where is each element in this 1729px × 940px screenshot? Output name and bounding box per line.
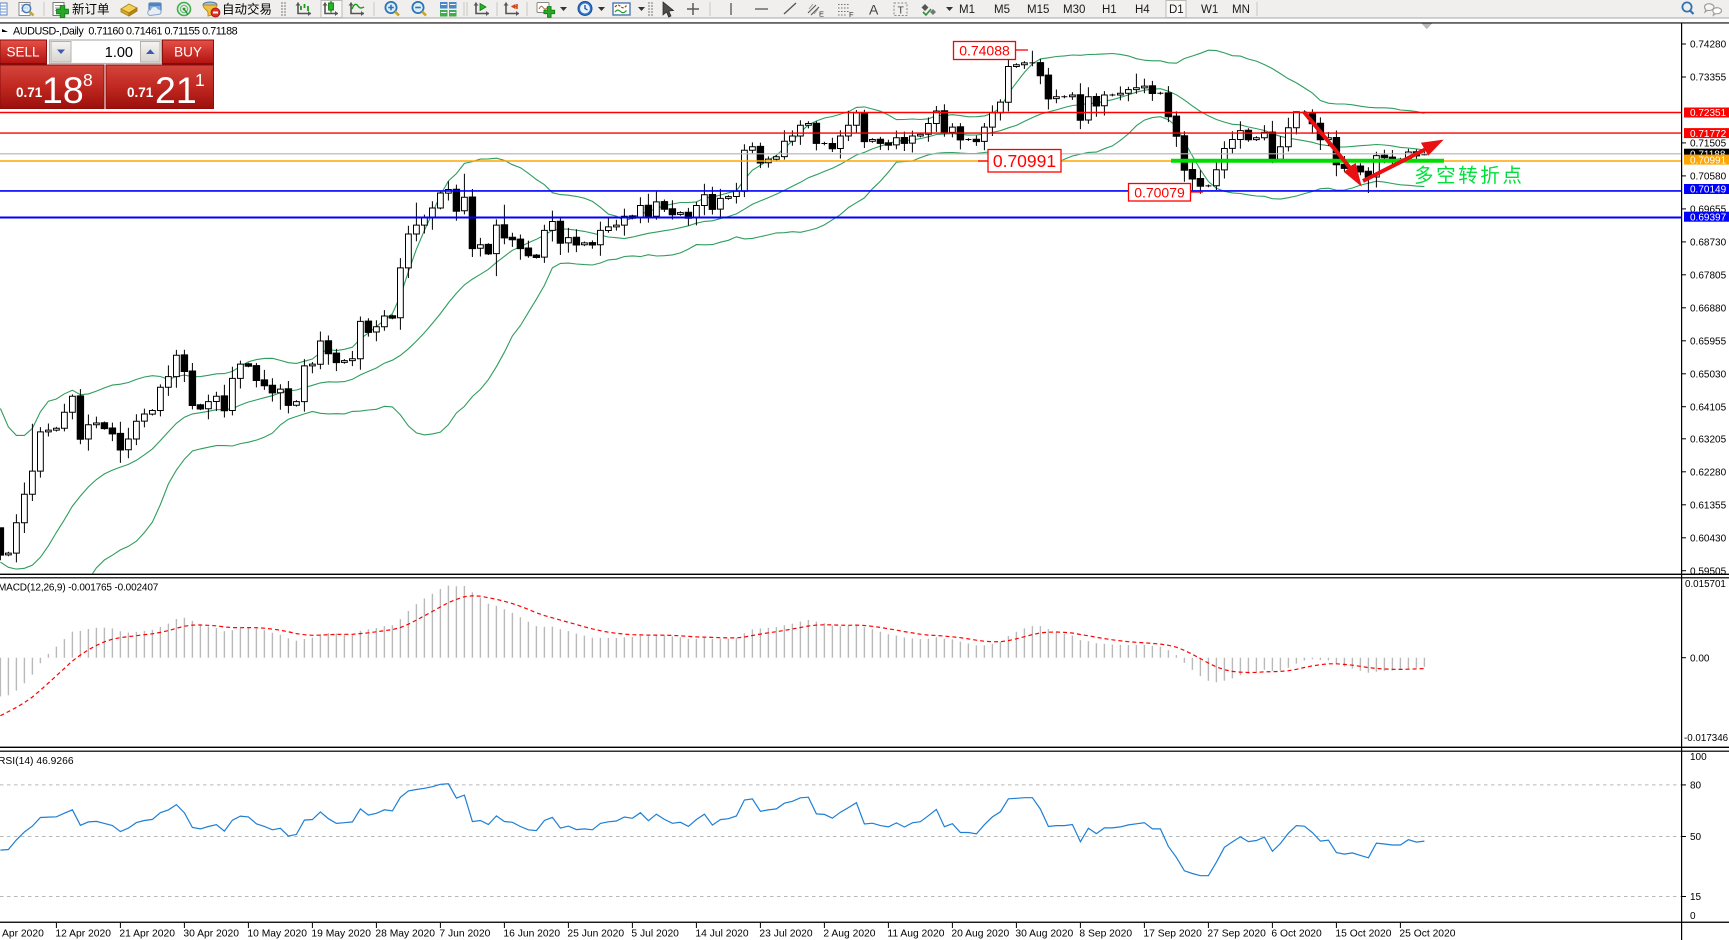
svg-text:28 May 2020: 28 May 2020 [375,929,435,940]
svg-text:H1: H1 [1102,4,1117,16]
svg-text:30 Apr 2020: 30 Apr 2020 [183,929,239,940]
svg-text:0.70991: 0.70991 [993,151,1056,171]
svg-text:15: 15 [1690,892,1702,903]
svg-text:0.65955: 0.65955 [1690,337,1727,348]
svg-text:-0.017346: -0.017346 [1684,733,1729,744]
svg-text:MN: MN [1232,4,1250,16]
svg-text:0.71: 0.71 [16,85,43,100]
svg-text:21: 21 [155,69,197,111]
svg-text:7 Jun 2020: 7 Jun 2020 [439,929,490,940]
svg-text:MACD(12,26,9) -0.001765 -0.002: MACD(12,26,9) -0.001765 -0.002407 [0,583,159,594]
svg-text:F: F [849,10,854,19]
svg-text:0.00: 0.00 [1690,653,1710,664]
svg-text:30 Aug 2020: 30 Aug 2020 [1015,929,1073,940]
svg-text:0.70079: 0.70079 [1134,184,1185,200]
svg-text:8: 8 [83,70,93,90]
svg-text:23 Jul 2020: 23 Jul 2020 [759,929,813,940]
svg-text:15 Oct 2020: 15 Oct 2020 [1335,929,1391,940]
svg-text:M30: M30 [1063,4,1085,16]
svg-text:100: 100 [1690,752,1707,763]
svg-text:M5: M5 [994,4,1010,16]
svg-text:0.015701: 0.015701 [1685,579,1726,590]
svg-text:0.70991: 0.70991 [1690,155,1727,166]
svg-text:自动交易: 自动交易 [222,2,272,17]
svg-text:0.71505: 0.71505 [1690,139,1727,150]
svg-text:21 Apr 2020: 21 Apr 2020 [119,929,175,940]
svg-text:8 Sep 2020: 8 Sep 2020 [1079,929,1132,940]
svg-text:0.61355: 0.61355 [1690,501,1727,512]
svg-text:M1: M1 [959,4,975,16]
svg-text:E: E [819,10,824,19]
svg-text:AUDUSD-,Daily 0.71160 0.71461: AUDUSD-,Daily 0.71160 0.71461 0.71155 0.… [13,26,238,38]
svg-text:18: 18 [42,69,84,111]
svg-text:新订单: 新订单 [72,2,110,17]
svg-text:5 Jul 2020: 5 Jul 2020 [631,929,679,940]
svg-text:17 Sep 2020: 17 Sep 2020 [1143,929,1202,940]
svg-text:0.67805: 0.67805 [1690,271,1727,282]
svg-text:BUY: BUY [174,45,202,60]
svg-text:1.00: 1.00 [105,45,133,61]
svg-text:0.68730: 0.68730 [1690,238,1727,249]
svg-text:M15: M15 [1027,4,1049,16]
svg-text:0.59505: 0.59505 [1690,566,1727,577]
svg-text:多空转折点: 多空转折点 [1414,165,1525,187]
svg-text:11 Aug 2020: 11 Aug 2020 [887,929,944,940]
svg-text:RSI(14) 46.9266: RSI(14) 46.9266 [0,756,74,767]
svg-text:0: 0 [1690,911,1696,922]
svg-text:14 Jul 2020: 14 Jul 2020 [695,929,749,940]
svg-text:SELL: SELL [6,45,40,60]
svg-text:20 Aug 2020: 20 Aug 2020 [951,929,1009,940]
svg-text:0.60430: 0.60430 [1690,534,1727,545]
svg-text:19 May 2020: 19 May 2020 [311,929,371,940]
svg-text:27 Sep 2020: 27 Sep 2020 [1207,929,1266,940]
svg-text:D1: D1 [1169,4,1184,16]
svg-text:Apr 2020: Apr 2020 [2,929,44,940]
svg-text:25 Oct 2020: 25 Oct 2020 [1399,929,1455,940]
svg-text:0.66880: 0.66880 [1690,304,1727,315]
svg-text:1: 1 [195,70,205,90]
svg-text:0.69655: 0.69655 [1690,205,1727,216]
svg-text:0.74280: 0.74280 [1690,40,1727,51]
svg-text:2 Aug 2020: 2 Aug 2020 [823,929,875,940]
svg-text:16 Jun 2020: 16 Jun 2020 [503,929,560,940]
svg-text:0.70580: 0.70580 [1690,172,1727,183]
svg-text:A: A [869,2,879,18]
svg-text:H4: H4 [1135,4,1150,16]
svg-text:0.62280: 0.62280 [1690,468,1727,479]
svg-text:0.72351: 0.72351 [1690,108,1727,119]
svg-text:6 Oct 2020: 6 Oct 2020 [1271,929,1322,940]
svg-text:0.69397: 0.69397 [1690,212,1727,223]
svg-text:12 Apr 2020: 12 Apr 2020 [55,929,111,940]
svg-text:0.64105: 0.64105 [1690,402,1727,413]
svg-text:0.71772: 0.71772 [1690,129,1727,140]
svg-text:0.73355: 0.73355 [1690,73,1727,84]
svg-text:80: 80 [1690,781,1702,792]
svg-text:10 May 2020: 10 May 2020 [247,929,307,940]
svg-text:0.71: 0.71 [127,85,154,100]
svg-text:0.63205: 0.63205 [1690,435,1727,446]
svg-text:T: T [898,5,905,17]
svg-text:0.65030: 0.65030 [1690,370,1727,381]
svg-text:0.70149: 0.70149 [1690,185,1727,196]
svg-text:50: 50 [1690,832,1702,843]
svg-text:0.74088: 0.74088 [959,43,1010,59]
svg-text:25 Jun 2020: 25 Jun 2020 [567,929,624,940]
svg-text:W1: W1 [1201,4,1218,16]
